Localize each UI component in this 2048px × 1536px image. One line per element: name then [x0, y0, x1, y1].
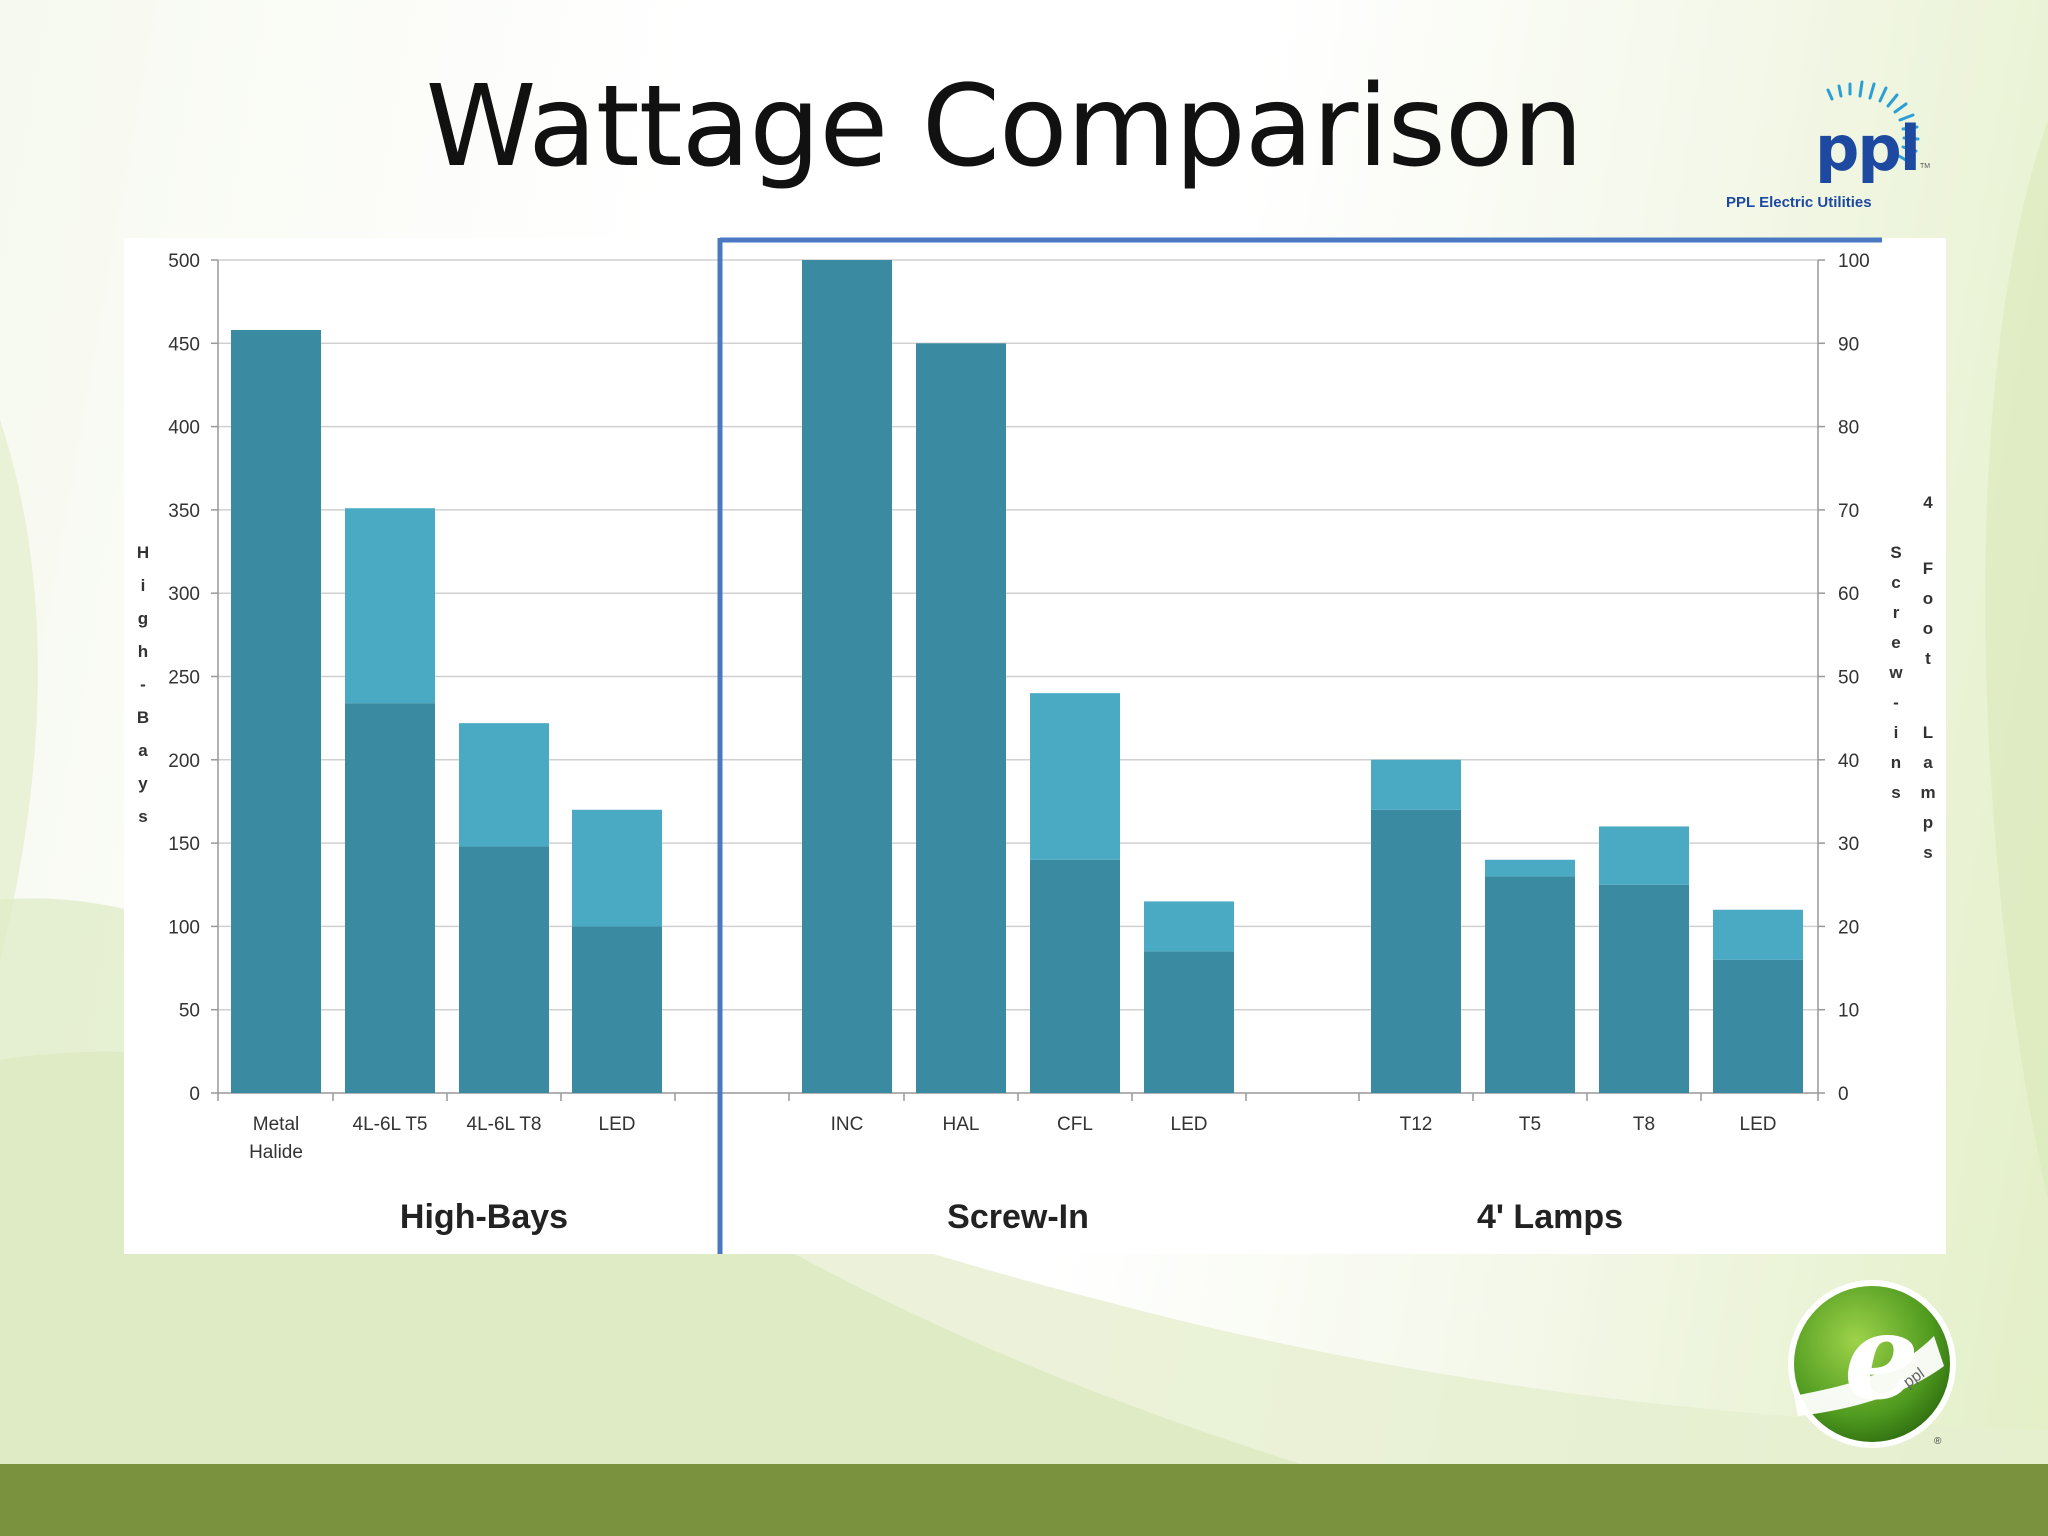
right-tick-label: 30	[1838, 834, 1859, 855]
bar-screw-in-inc-s0	[802, 260, 892, 1093]
screw-ins-axis-title-letter: e	[1891, 633, 1900, 652]
left-tick-label: 450	[168, 334, 200, 355]
left-tick-label: 400	[168, 418, 200, 439]
left-tick-label: 200	[168, 751, 200, 772]
category-label: Halide	[249, 1142, 303, 1163]
left-tick-label: 250	[168, 668, 200, 689]
right-tick-label: 80	[1838, 418, 1859, 439]
lamps-axis-title-letter: p	[1923, 813, 1933, 832]
category-label: HAL	[943, 1114, 980, 1135]
screw-ins-axis-title-letter: S	[1890, 543, 1901, 562]
left-axis-title-letter: H	[137, 543, 149, 562]
page-title-text: Wattage Comparison	[425, 62, 1584, 192]
right-tick-label: 20	[1838, 917, 1859, 938]
left-tick-label: 150	[168, 834, 200, 855]
lamps-axis-title-letter: o	[1923, 619, 1933, 638]
left-axis-title-letter: s	[138, 807, 147, 826]
category-label: LED	[599, 1114, 636, 1135]
left-axis-title-letter: g	[138, 609, 148, 628]
bar-screw-in-led-s1	[1144, 901, 1234, 952]
right-tick-label: 100	[1838, 251, 1870, 272]
screw-ins-axis-title-letter: n	[1891, 753, 1901, 772]
right-tick-label: 40	[1838, 751, 1859, 772]
lamps-axis-title-letter: a	[1923, 753, 1933, 772]
bar-4-lamps-led-s1	[1713, 909, 1803, 960]
e-ppl-logo: e ppl ®	[1788, 1280, 1956, 1448]
category-label: LED	[1740, 1114, 1777, 1135]
group-label-screw-in: Screw-In	[947, 1198, 1089, 1236]
right-tick-label: 60	[1838, 584, 1859, 605]
category-label: T8	[1633, 1114, 1655, 1135]
ppl-tagline: PPL Electric Utilities	[1726, 194, 1872, 211]
category-label: 4L-6L T5	[353, 1114, 428, 1135]
bar-4-lamps-t8-s0	[1599, 884, 1689, 1093]
right-tick-label: 70	[1838, 501, 1859, 522]
bar-screw-in-led-s0	[1144, 951, 1234, 1093]
left-axis-title-letter: B	[137, 708, 149, 727]
left-tick-label: 300	[168, 584, 200, 605]
screw-ins-axis-title-letter: -	[1893, 693, 1899, 712]
group-label-high-bays: High-Bays	[399, 1198, 569, 1236]
ppl-logo: TM	[1826, 80, 1930, 170]
right-tick-label: 50	[1838, 668, 1859, 689]
lamps-axis-title-letter: L	[1923, 723, 1933, 742]
category-label: Metal	[253, 1114, 299, 1135]
bar-screw-in-hal-s0	[916, 343, 1006, 1093]
left-tick-label: 350	[168, 501, 200, 522]
right-tick-label: 90	[1838, 334, 1859, 355]
lamps-axis-title-letter: F	[1923, 559, 1933, 578]
right-tick-label: 10	[1838, 1001, 1859, 1022]
bar-high-bays-led-s0	[572, 926, 662, 1093]
left-axis-title-letter: i	[141, 576, 146, 595]
lamps-axis-title-letter: t	[1925, 649, 1931, 668]
lamps-axis-title-letter: s	[1923, 843, 1932, 862]
bar-4-lamps-t5-s1	[1485, 859, 1575, 877]
sunburst-icon	[1826, 80, 1920, 165]
left-axis-title-letter: -	[140, 675, 146, 694]
left-tick-label: 500	[168, 251, 200, 272]
ppl-wordmark: ppl	[1815, 112, 1921, 185]
bar-high-bays-metal-halide-s0	[231, 329, 321, 1093]
group-label-4ft-lamps: 4' Lamps	[1476, 1198, 1624, 1236]
left-tick-label: 100	[168, 917, 200, 938]
trademark-text: TM	[1920, 163, 1930, 170]
category-label: 4L-6L T8	[467, 1114, 542, 1135]
page-title: Wattage Comparison	[0, 62, 2048, 192]
category-label: T5	[1519, 1114, 1541, 1135]
right-tick-label: 0	[1838, 1084, 1849, 1105]
left-tick-label: 50	[179, 1001, 200, 1022]
screw-ins-axis-title-letter: r	[1893, 603, 1900, 622]
bar-high-bays-4l-6l-t5-s1	[345, 508, 435, 704]
bar-high-bays-4l-6l-t5-s0	[345, 703, 435, 1093]
screw-ins-axis-title-letter: i	[1894, 723, 1899, 742]
bar-4-lamps-t5-s0	[1485, 876, 1575, 1093]
category-label: T12	[1400, 1114, 1433, 1135]
registered-mark: ®	[1934, 1436, 1942, 1447]
e-letter: e	[1844, 1287, 1919, 1426]
lamps-axis-title-letter: m	[1920, 783, 1935, 802]
screw-ins-axis-title-letter: s	[1891, 783, 1900, 802]
category-label: INC	[831, 1114, 864, 1135]
bar-screw-in-cfl-s1	[1030, 693, 1120, 860]
lamps-axis-title-letter: 4	[1923, 493, 1933, 512]
wattage-chart: 0 50 100 150 200 250 300 350 400 450 500 0 10 20 30 40 5…	[137, 237, 1936, 1254]
bar-4-lamps-t8-s1	[1599, 826, 1689, 885]
screw-ins-axis-title-letter: c	[1891, 573, 1900, 592]
bar-screw-in-cfl-s0	[1030, 859, 1120, 1093]
bar-high-bays-led-s1	[572, 809, 662, 927]
left-axis-title-letter: h	[138, 642, 148, 661]
category-label: LED	[1171, 1114, 1208, 1135]
left-tick-label: 0	[189, 1084, 200, 1105]
bar-4-lamps-t12-s0	[1371, 809, 1461, 1093]
left-axis-title-letter: a	[138, 741, 148, 760]
bottom-band	[0, 1464, 2048, 1536]
bar-high-bays-4l-6l-t8-s0	[459, 846, 549, 1093]
screw-ins-axis-title-letter: w	[1888, 663, 1903, 682]
left-axis-title-letter: y	[138, 774, 148, 793]
bar-4-lamps-t12-s1	[1371, 759, 1461, 810]
lamps-axis-title-letter: o	[1923, 589, 1933, 608]
bar-high-bays-4l-6l-t8-s1	[459, 723, 549, 847]
category-label: CFL	[1057, 1114, 1093, 1135]
bar-4-lamps-led-s0	[1713, 959, 1803, 1093]
